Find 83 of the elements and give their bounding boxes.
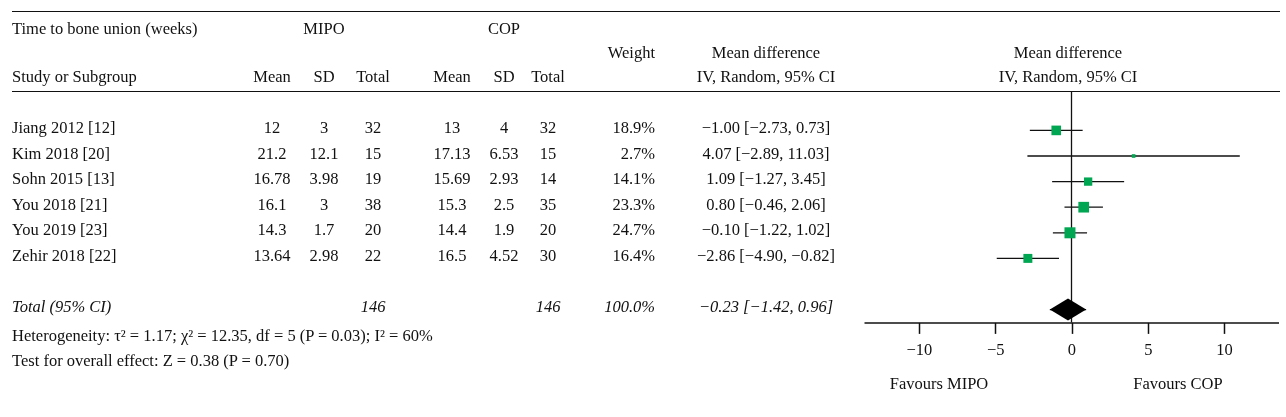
category-label: Mean difference [711, 42, 821, 62]
text: 3 [319, 117, 329, 137]
text: Test for overall effect: Z = 0.38 (P = 0.70) [12, 350, 290, 370]
text: 3 [319, 194, 329, 214]
text: 15.69 [433, 168, 471, 188]
text: 1.9 [493, 220, 515, 240]
text: 14 [539, 168, 557, 188]
text: 15 [364, 143, 382, 163]
text: −0.10 [−1.22, 1.02] [701, 220, 831, 240]
text: 15.3 [437, 194, 467, 214]
category-label: Sohn 2015 [13] [12, 168, 115, 188]
text: 2.5 [493, 194, 515, 214]
text: 14.1% [612, 168, 655, 188]
category-label: Total [531, 66, 565, 86]
text: 14.4 [437, 220, 467, 240]
text: 2.98 [309, 245, 339, 265]
text: COP [487, 18, 521, 38]
text: 3.98 [309, 168, 339, 188]
text: 12.1 [309, 143, 339, 163]
text: 4.52 [489, 245, 519, 265]
text: 21.2 [257, 143, 287, 163]
category-label: You 2019 [23] [12, 220, 108, 240]
text: 16.4% [612, 245, 655, 265]
text: 15 [539, 143, 557, 163]
text: 38 [364, 194, 382, 214]
category-label: You 2018 [21] [12, 194, 108, 214]
text: Study or Subgroup [12, 66, 137, 86]
category-label: Jiang 2012 [12] [12, 117, 116, 137]
text: 1.7 [313, 220, 335, 240]
text: 24.7% [612, 220, 655, 240]
text: 100.0% [604, 296, 655, 316]
text: 32 [539, 117, 557, 137]
text: 4.07 [−2.89, 11.03] [702, 143, 830, 163]
text: 2.7% [620, 143, 655, 163]
chart-subtitle: IV, Random, 95% CI [998, 66, 1138, 86]
text: 16.5 [437, 245, 467, 265]
category-label: Mean [433, 66, 471, 86]
text: 32 [364, 117, 382, 137]
text: 16.78 [253, 168, 291, 188]
text: 22 [364, 245, 382, 265]
text: 20 [539, 220, 557, 240]
text: 30 [539, 245, 557, 265]
x-tick-label: 0 [1067, 339, 1077, 359]
category-label: Total [356, 66, 390, 86]
category-label: Weight [607, 42, 655, 62]
x-tick-label: 10 [1216, 339, 1233, 359]
text: 19 [364, 168, 382, 188]
text: 12 [263, 117, 281, 137]
text: 0.80 [−0.46, 2.06] [706, 194, 826, 214]
text: −1.00 [−2.73, 0.73] [701, 117, 831, 137]
text: 13 [443, 117, 461, 137]
text: 18.9% [612, 117, 655, 137]
text: 1.09 [−1.27, 3.45] [706, 168, 826, 188]
x-tick-label: 5 [1144, 339, 1153, 359]
category-label: Mean [253, 66, 291, 86]
text: 35 [539, 194, 557, 214]
text: 6.53 [489, 143, 519, 163]
text: 13.64 [253, 245, 291, 265]
x-tick-label: −10 [906, 339, 933, 359]
text: Time to bone union (weeks) [12, 18, 198, 38]
category-label: Total (95% CI) [12, 296, 112, 316]
text: Favours MIPO [889, 373, 989, 393]
text: 16.1 [257, 194, 287, 214]
text: Favours COP [1133, 373, 1223, 393]
category-label: Kim 2018 [20] [12, 143, 111, 163]
text: 2.93 [489, 168, 519, 188]
chart-title: Mean difference [1013, 42, 1123, 62]
text: 14.3 [257, 220, 287, 240]
text: MIPO [303, 18, 345, 38]
text: 4 [499, 117, 509, 137]
text: −0.23 [−1.42, 0.96] [698, 296, 834, 316]
category-label: SD [313, 66, 335, 86]
text: 23.3% [612, 194, 655, 214]
text: 146 [535, 296, 561, 316]
category-label: SD [493, 66, 515, 86]
text: 17.13 [433, 143, 471, 163]
text: −2.86 [−4.90, −0.82] [697, 245, 835, 265]
text: 146 [360, 296, 386, 316]
text: Heterogeneity: τ² = 1.17; χ² = 12.35, df = 5 (P = 0.03); I² = 60% [12, 325, 433, 345]
x-tick-label: −5 [986, 339, 1005, 359]
category-label: Zehir 2018 [22] [12, 245, 117, 265]
text: 20 [364, 220, 382, 240]
text: IV, Random, 95% CI [696, 66, 836, 86]
